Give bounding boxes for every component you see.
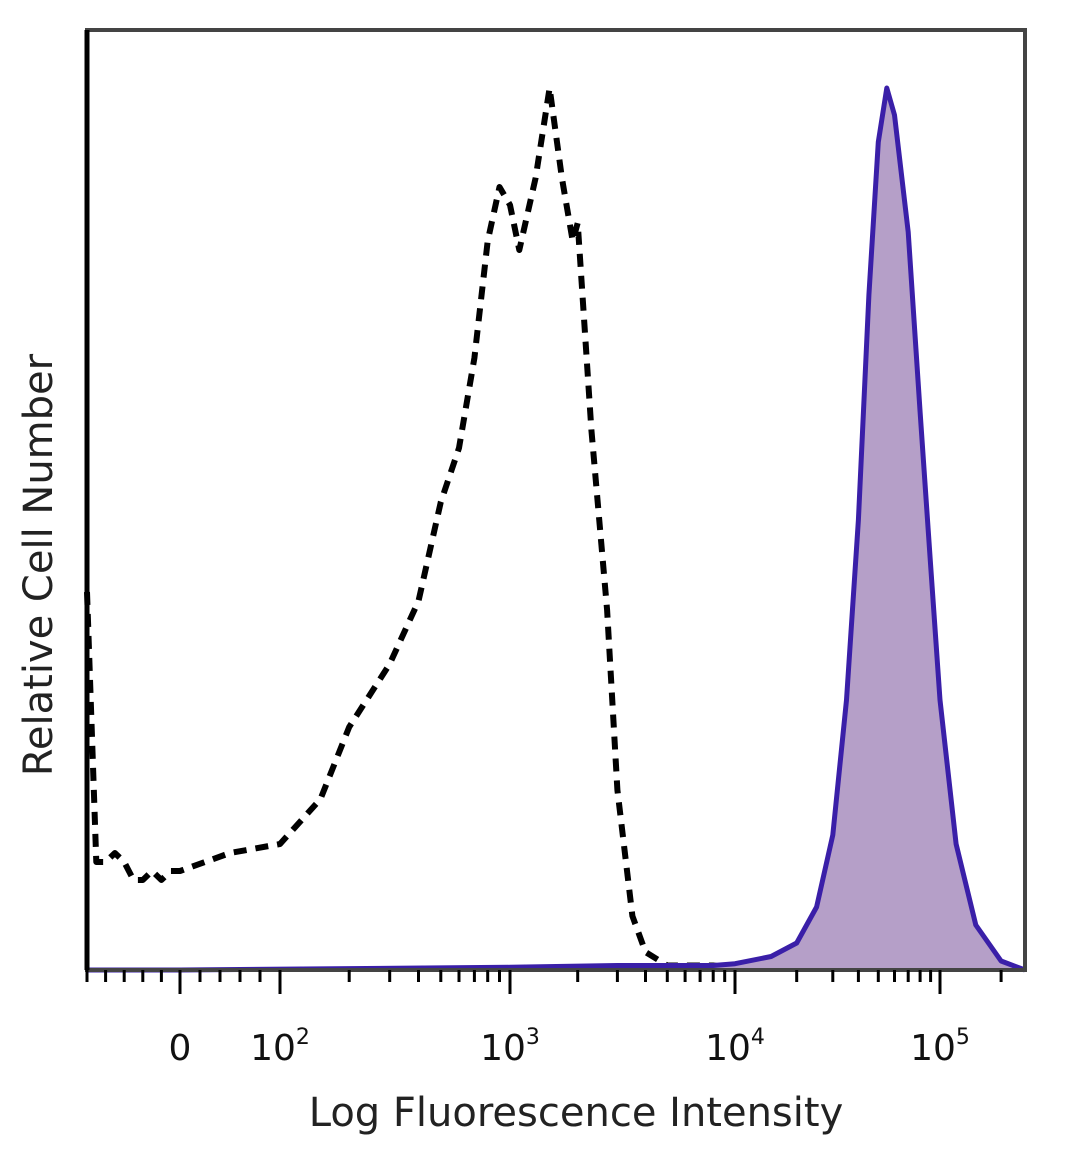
series-layer: [84, 85, 1026, 973]
x-tick-label: 0: [169, 1028, 192, 1069]
series-line-0: [84, 85, 736, 972]
x-axis-tick-labels: 0 102 103 104 105: [169, 1025, 970, 1069]
series-line-1: [87, 85, 1026, 973]
x-tick-label: 103: [480, 1025, 540, 1069]
x-tick-label: 104: [705, 1025, 765, 1069]
series-fill-1: [87, 88, 1025, 970]
y-axis-title: Relative Cell Number: [16, 353, 62, 776]
x-tick-label: 102: [250, 1025, 310, 1069]
x-tick-label: 105: [910, 1025, 970, 1069]
x-axis-ticks: [85, 970, 1003, 994]
x-axis-title: Log Fluorescence Intensity: [309, 1090, 844, 1136]
